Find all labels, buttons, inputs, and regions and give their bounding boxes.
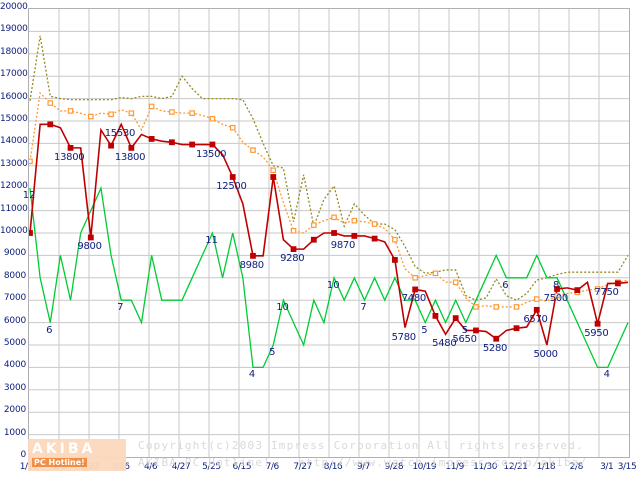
x-tick-label: 9/7	[356, 462, 371, 472]
x-tick-label: 4/27	[171, 462, 191, 472]
x-tick-label: 4/6	[143, 462, 158, 472]
data-value-label: 13800	[114, 151, 146, 163]
x-tick-label: 1/18	[536, 462, 556, 472]
data-value-label: 9280	[280, 253, 305, 265]
data-value-label: 6	[502, 279, 509, 291]
data-value-label: 9870	[330, 239, 356, 251]
y-tick-label: 11000	[0, 203, 28, 214]
y-tick-label: 20000	[0, 2, 28, 12]
x-tick-label: 11/30	[473, 462, 498, 472]
data-value-label: 11	[205, 235, 218, 246]
x-tick-label: 9/28	[384, 462, 404, 472]
x-tick-label: 3/15	[617, 462, 637, 472]
data-value-label: 5	[421, 324, 428, 336]
data-value-label: 4	[603, 369, 610, 381]
data-value-label: 7480	[401, 293, 427, 305]
data-value-label: 5	[269, 347, 276, 358]
data-value-label: 5280	[482, 342, 508, 354]
y-tick-label: 4000	[3, 360, 26, 371]
data-value-label: 6570	[523, 313, 548, 325]
y-tick-label: 6000	[3, 315, 26, 326]
data-value-label: 5780	[391, 331, 417, 343]
x-tick-label: 7/6	[265, 462, 280, 472]
y-tick-label: 2000	[3, 405, 26, 416]
plot-area	[28, 8, 630, 458]
data-value-label: 5650	[452, 334, 477, 346]
x-tick-label: 3/16	[110, 462, 130, 472]
data-value-label: 15530	[104, 128, 136, 140]
data-value-label: 7	[360, 302, 367, 314]
data-value-label: 13800	[54, 151, 85, 163]
data-value-label: 5480	[432, 338, 457, 350]
x-tick-label: 2/2	[52, 462, 67, 472]
data-value-label: 7750	[594, 287, 619, 299]
data-value-label: 10	[326, 279, 340, 291]
x-tick-label: 6/15	[232, 462, 252, 472]
data-value-label: 9800	[77, 241, 102, 253]
y-tick-label: 1000	[3, 427, 26, 438]
data-value-label: 5950	[584, 327, 609, 339]
data-value-label: 13500	[195, 148, 227, 160]
x-tick-label: 3/1	[600, 462, 614, 472]
chart-svg	[29, 9, 629, 457]
data-value-label: 8980	[239, 259, 265, 271]
y-tick-label: 7000	[3, 293, 26, 304]
data-value-label: 10	[276, 302, 289, 314]
x-tick-label: 10/19	[412, 462, 437, 472]
data-value-label: 7500	[543, 293, 569, 304]
y-tick-label: 15000	[0, 114, 28, 124]
y-tick-label: 17000	[0, 69, 28, 80]
y-tick-label: 8000	[3, 270, 26, 281]
data-value-label: 12	[22, 190, 36, 202]
data-value-label: 5	[461, 324, 469, 336]
data-value-label: 8	[552, 279, 560, 291]
y-tick-label: 0	[20, 450, 26, 460]
data-value-label: 5000	[533, 349, 559, 360]
x-tick-label: 8/16	[323, 462, 343, 472]
y-tick-label: 14000	[0, 136, 28, 147]
y-tick-label: 10000	[0, 226, 28, 236]
y-tick-label: 3000	[3, 382, 26, 393]
x-tick-label: 12/21	[503, 462, 528, 472]
data-value-label: 12500	[216, 181, 247, 192]
data-value-label: 7	[117, 302, 124, 314]
data-value-label: 6	[46, 324, 53, 336]
y-tick-label: 9000	[3, 248, 26, 259]
x-tick-label: 1/12	[19, 462, 39, 472]
y-tick-label: 18000	[0, 46, 28, 57]
y-tick-label: 13000	[0, 158, 28, 169]
y-tick-label: 16000	[0, 91, 28, 102]
data-value-label: 4	[248, 369, 256, 381]
x-tick-label: 2/23	[80, 462, 100, 472]
y-tick-label: 12000	[0, 181, 28, 192]
x-tick-label: 2/8	[569, 462, 584, 472]
x-tick-label: 5/25	[202, 462, 221, 472]
x-tick-label: 7/27	[293, 462, 312, 472]
y-tick-label: 5000	[3, 338, 26, 348]
x-tick-label: 11/9	[445, 462, 464, 472]
y-tick-label: 19000	[0, 24, 28, 35]
